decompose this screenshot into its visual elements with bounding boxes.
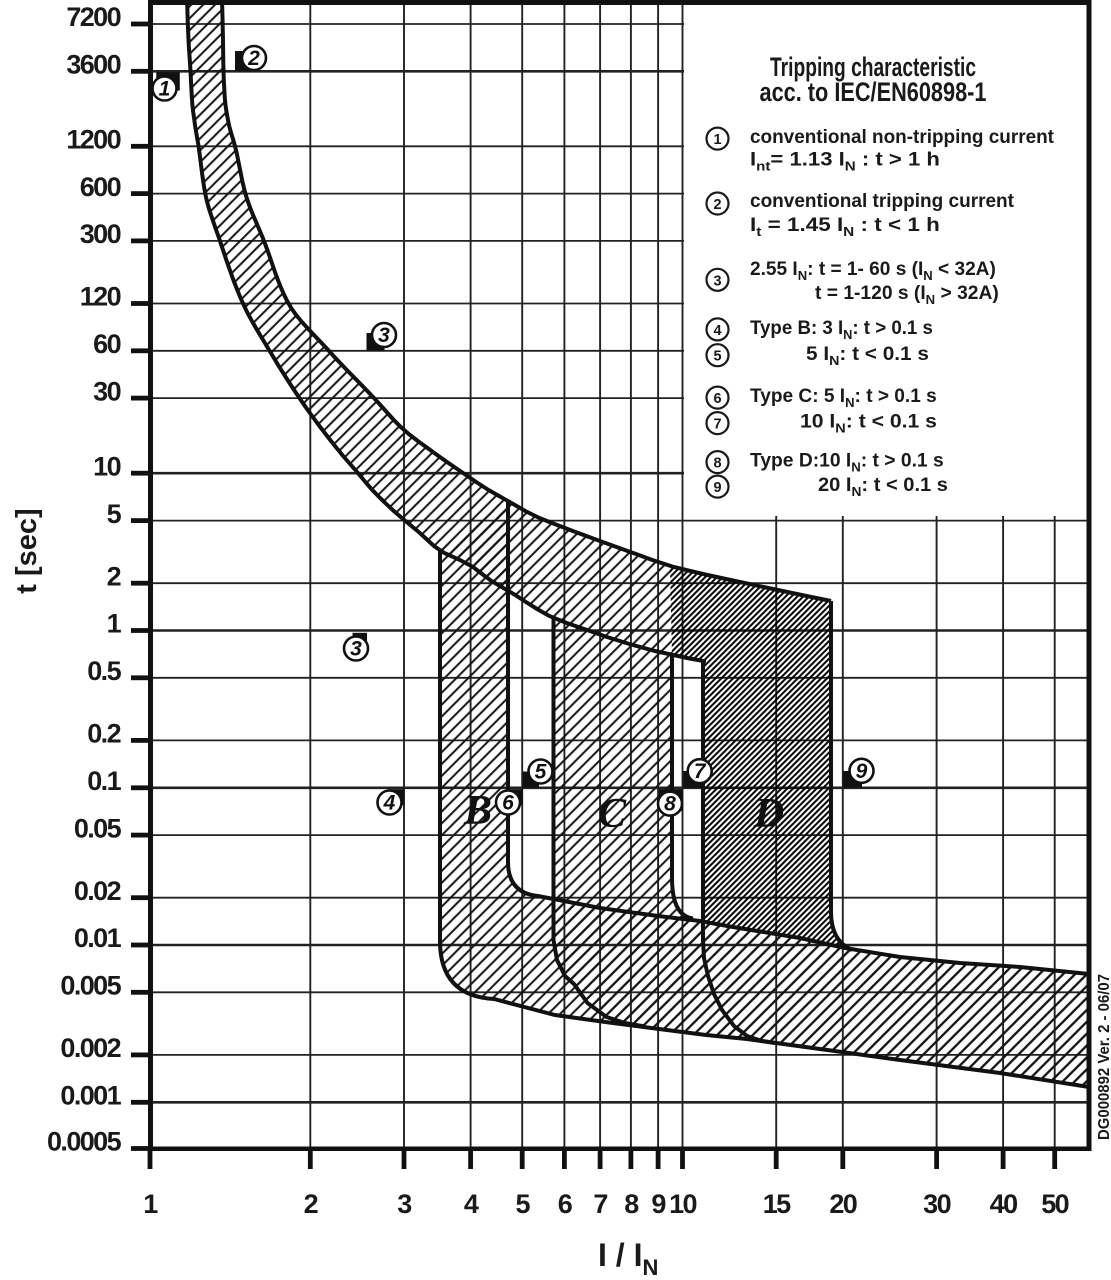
svg-text:0.5: 0.5 — [87, 656, 121, 686]
svg-text:0.001: 0.001 — [60, 1081, 121, 1111]
svg-text:8: 8 — [713, 456, 721, 472]
svg-text:6: 6 — [558, 1189, 573, 1219]
svg-text:0.05: 0.05 — [74, 813, 122, 843]
svg-text:conventional tripping current: conventional tripping current — [750, 191, 1015, 212]
svg-text:10 IN: t < 0.1 s: 10 IN: t < 0.1 s — [800, 411, 937, 435]
svg-text:60: 60 — [93, 329, 120, 359]
svg-text:5: 5 — [515, 1189, 530, 1219]
svg-text:5 IN: t < 0.1 s: 5 IN: t < 0.1 s — [806, 344, 929, 368]
svg-text:0.01: 0.01 — [74, 923, 122, 953]
svg-text:30: 30 — [923, 1189, 950, 1219]
svg-text:Type C: 5 IN: t > 0.1 s: Type C: 5 IN: t > 0.1 s — [750, 386, 937, 410]
svg-text:40: 40 — [990, 1189, 1017, 1219]
svg-text:9: 9 — [651, 1189, 666, 1219]
svg-text:4: 4 — [713, 323, 721, 339]
svg-text:6: 6 — [713, 391, 721, 407]
svg-text:1: 1 — [713, 132, 721, 148]
svg-text:5: 5 — [535, 761, 547, 784]
svg-text:1: 1 — [107, 609, 122, 639]
svg-text:conventional non-tripping curr: conventional non-tripping current — [750, 127, 1055, 148]
svg-text:20: 20 — [829, 1189, 856, 1219]
svg-text:9: 9 — [856, 760, 868, 783]
svg-text:5: 5 — [107, 499, 122, 529]
svg-text:0.1: 0.1 — [87, 766, 121, 796]
svg-text:7200: 7200 — [66, 2, 120, 32]
svg-text:7: 7 — [593, 1189, 607, 1219]
svg-text:3: 3 — [713, 273, 721, 289]
svg-text:15: 15 — [763, 1189, 791, 1219]
svg-text:0.0005: 0.0005 — [47, 1127, 122, 1157]
svg-text:7: 7 — [694, 760, 707, 783]
svg-text:1200: 1200 — [66, 125, 120, 155]
svg-text:DG000892 Ver. 2 - 06/07: DG000892 Ver. 2 - 06/07 — [1096, 974, 1111, 1140]
svg-text:Int= 1.13 IN : t > 1 h: Int= 1.13 IN : t > 1 h — [750, 149, 940, 173]
svg-text:2: 2 — [304, 1189, 318, 1219]
svg-text:0.005: 0.005 — [60, 971, 121, 1001]
svg-text:1: 1 — [159, 78, 171, 101]
svg-text:2: 2 — [107, 561, 121, 591]
svg-text:8: 8 — [664, 793, 676, 816]
svg-text:2: 2 — [713, 197, 721, 213]
svg-text:3: 3 — [397, 1189, 412, 1219]
svg-text:10: 10 — [669, 1189, 696, 1219]
svg-text:4: 4 — [383, 792, 396, 815]
svg-text:50: 50 — [1041, 1189, 1068, 1219]
svg-text:Type D:10 IN: t > 0.1 s: Type D:10 IN: t > 0.1 s — [750, 451, 944, 475]
svg-text:2: 2 — [247, 47, 260, 70]
svg-text:0.2: 0.2 — [87, 719, 120, 749]
svg-text:Type B: 3 IN: t > 0.1 s: Type B: 3 IN: t > 0.1 s — [750, 317, 933, 342]
svg-text:D: D — [753, 791, 784, 837]
svg-text:0.002: 0.002 — [60, 1033, 120, 1063]
svg-text:6: 6 — [502, 792, 514, 815]
svg-text:0.02: 0.02 — [74, 876, 121, 906]
svg-text:C: C — [598, 791, 627, 837]
svg-text:7: 7 — [713, 417, 721, 433]
svg-text:30: 30 — [93, 376, 120, 406]
svg-text:3600: 3600 — [66, 50, 120, 80]
svg-text:acc. to IEC/EN60898-1: acc. to IEC/EN60898-1 — [760, 77, 987, 107]
svg-text:120: 120 — [80, 282, 121, 312]
svg-text:9: 9 — [713, 480, 721, 496]
svg-text:B: B — [463, 788, 492, 834]
svg-text:4: 4 — [464, 1189, 479, 1219]
svg-text:10: 10 — [93, 451, 120, 481]
svg-text:3: 3 — [378, 324, 390, 347]
svg-text:1: 1 — [143, 1189, 158, 1219]
svg-text:8: 8 — [624, 1189, 639, 1219]
svg-text:20 IN: t < 0.1 s: 20 IN: t < 0.1 s — [818, 474, 948, 498]
svg-text:3: 3 — [350, 638, 362, 661]
svg-text:5: 5 — [713, 349, 721, 365]
svg-text:2.55 IN: t = 1- 60 s (IN < 32A: 2.55 IN: t = 1- 60 s (IN < 32A) — [750, 259, 996, 283]
svg-text:t [sec]: t [sec] — [11, 508, 43, 593]
svg-text:300: 300 — [80, 219, 121, 249]
svg-text:Tripping characteristic: Tripping characteristic — [770, 52, 976, 82]
svg-text:t = 1-120 s (IN > 32A): t = 1-120 s (IN > 32A) — [815, 283, 999, 307]
svg-text:600: 600 — [80, 172, 121, 202]
